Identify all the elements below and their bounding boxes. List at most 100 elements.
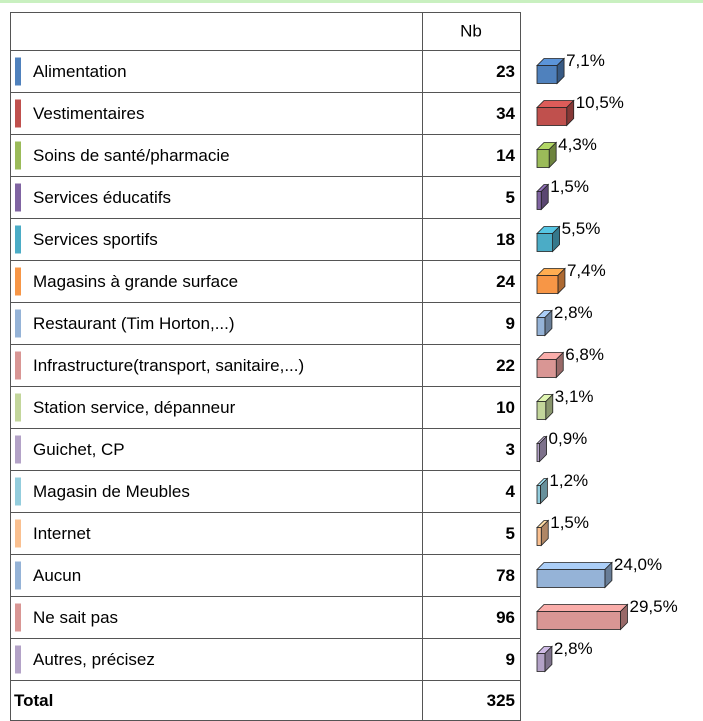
bar-label: 29,5% — [629, 597, 677, 616]
bar-top — [536, 562, 613, 570]
bar — [536, 527, 542, 546]
bar-top — [536, 604, 629, 612]
label-cell — [10, 428, 423, 471]
bar-label: 1,2% — [549, 471, 588, 490]
color-swatch — [15, 435, 21, 464]
row-label: Soins de santé/pharmacie — [33, 146, 230, 165]
row-label: Infrastructure(transport, sanitaire,...) — [33, 356, 304, 375]
bar-label: 24,0% — [614, 555, 662, 574]
bar-label: 7,1% — [566, 51, 605, 70]
bar — [536, 485, 541, 504]
total-label-cell — [10, 680, 423, 721]
bar-label: 7,4% — [567, 261, 606, 280]
header-label: Nb — [460, 21, 482, 40]
count-cell — [422, 638, 521, 681]
bar — [536, 107, 568, 126]
row-label: Station service, dépanneur — [33, 398, 236, 417]
count-cell — [422, 512, 521, 555]
row-label: Vestimentaires — [33, 104, 145, 123]
bar — [536, 191, 542, 210]
top-border — [0, 0, 703, 3]
count-cell — [422, 386, 521, 429]
header-cell — [422, 12, 521, 51]
color-swatch — [15, 141, 21, 170]
row-count: 96 — [496, 608, 515, 627]
row-count: 24 — [496, 272, 515, 291]
count-cell — [422, 92, 521, 135]
row-label: Internet — [33, 524, 91, 543]
header-empty-cell — [10, 12, 423, 51]
row-count: 4 — [506, 482, 516, 501]
count-cell — [422, 470, 521, 513]
bar-label: 3,1% — [555, 387, 594, 406]
row-label: Restaurant (Tim Horton,...) — [33, 314, 235, 333]
row-count: 14 — [496, 146, 515, 165]
color-swatch — [15, 477, 21, 506]
row-count: 3 — [506, 440, 515, 459]
color-swatch — [15, 225, 21, 254]
color-swatch — [15, 267, 21, 296]
bar — [536, 611, 621, 630]
row-label: Magasin de Meubles — [33, 482, 190, 501]
row-count: 5 — [506, 188, 515, 207]
bar-label: 2,8% — [554, 639, 593, 658]
count-cell — [422, 554, 521, 597]
row-label: Autres, précisez — [33, 650, 155, 669]
bar — [536, 569, 606, 588]
label-cell — [10, 176, 423, 219]
bar — [536, 317, 546, 336]
color-swatch — [15, 57, 21, 86]
total-count-cell — [422, 680, 521, 721]
row-count: 9 — [506, 650, 515, 669]
bar-label: 2,8% — [554, 303, 593, 322]
bar — [536, 443, 540, 462]
count-cell — [422, 218, 521, 261]
label-cell — [10, 50, 423, 93]
bar-label: 1,5% — [550, 177, 589, 196]
label-cell — [10, 554, 423, 597]
total-count: 325 — [487, 691, 515, 710]
label-cell — [10, 386, 423, 429]
label-cell — [10, 470, 423, 513]
bar-label: 5,5% — [562, 219, 601, 238]
count-cell — [422, 344, 521, 387]
row-count: 5 — [506, 524, 515, 543]
count-cell — [422, 428, 521, 471]
row-label: Guichet, CP — [33, 440, 125, 459]
color-swatch — [15, 603, 21, 632]
label-cell — [10, 218, 423, 261]
row-count: 78 — [496, 566, 515, 585]
bar — [536, 653, 546, 672]
bar — [536, 149, 550, 168]
bar — [536, 65, 558, 84]
label-cell — [10, 260, 423, 303]
total-label: Total — [14, 691, 53, 710]
count-cell — [422, 302, 521, 345]
bar-label: 1,5% — [550, 513, 589, 532]
count-cell — [422, 50, 521, 93]
row-label: Aucun — [33, 566, 81, 585]
row-label: Services éducatifs — [33, 188, 171, 207]
label-cell — [10, 596, 423, 639]
row-label: Services sportifs — [33, 230, 158, 249]
color-swatch — [15, 309, 21, 338]
color-swatch — [15, 393, 21, 422]
row-count: 23 — [496, 62, 515, 81]
color-swatch — [15, 519, 21, 548]
row-count: 34 — [496, 104, 515, 123]
color-swatch — [15, 561, 21, 590]
row-label: Ne sait pas — [33, 608, 118, 627]
bar — [536, 401, 547, 420]
count-cell — [422, 176, 521, 219]
bar — [536, 359, 557, 378]
color-swatch — [15, 99, 21, 128]
bar-label: 10,5% — [576, 93, 624, 112]
bar-label: 0,9% — [549, 429, 588, 448]
row-label: Magasins à grande surface — [33, 272, 238, 291]
row-count: 10 — [496, 398, 515, 417]
color-swatch — [15, 183, 21, 212]
bar-label: 4,3% — [558, 135, 597, 154]
color-swatch — [15, 351, 21, 380]
label-cell — [10, 638, 423, 681]
